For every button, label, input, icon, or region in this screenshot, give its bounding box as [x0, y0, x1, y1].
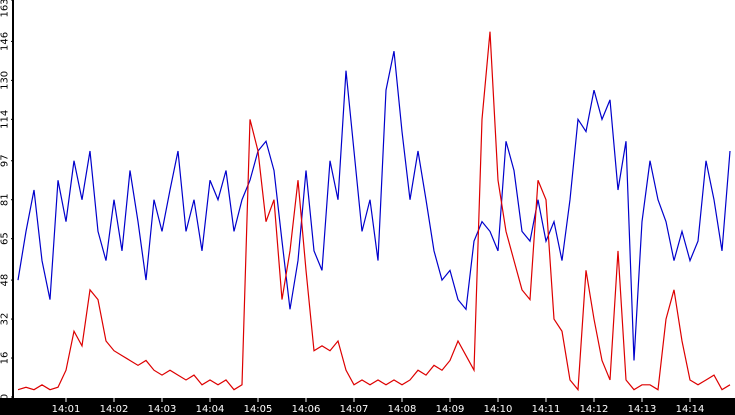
x-tick-label: 14:07 — [340, 404, 369, 415]
y-tick-label: 114 — [0, 110, 10, 129]
x-tick-label: 14:05 — [244, 404, 273, 415]
y-tick-label: 0 — [0, 394, 10, 400]
y-tick-label: 48 — [0, 274, 10, 287]
y-tick-label: 146 — [0, 32, 10, 51]
x-tick-label: 14:11 — [532, 404, 561, 415]
y-tick-label: 97 — [0, 154, 10, 167]
x-axis-band — [0, 398, 735, 415]
x-tick-label: 14:04 — [196, 404, 225, 415]
y-tick-label: 130 — [0, 71, 10, 90]
x-tick-label: 14:08 — [388, 404, 417, 415]
y-tick-label: 32 — [0, 313, 10, 326]
x-tick-label: 14:01 — [52, 404, 81, 415]
x-tick-label: 14:03 — [148, 404, 177, 415]
x-tick-label: 14:14 — [676, 404, 705, 415]
x-tick-label: 14:02 — [100, 404, 129, 415]
x-tick-label: 14:13 — [628, 404, 657, 415]
y-tick-label: 81 — [0, 193, 10, 206]
x-tick-label: 14:10 — [484, 404, 513, 415]
series-line — [17, 31, 731, 392]
x-tick-label: 14:06 — [292, 404, 321, 415]
y-tick-label: 163 — [0, 0, 10, 18]
x-tick-label: 14:12 — [580, 404, 609, 415]
x-tick-label: 14:09 — [436, 404, 465, 415]
y-tick-label: 16 — [0, 352, 10, 365]
y-tick-label: 65 — [0, 232, 10, 245]
series-line — [17, 51, 731, 361]
